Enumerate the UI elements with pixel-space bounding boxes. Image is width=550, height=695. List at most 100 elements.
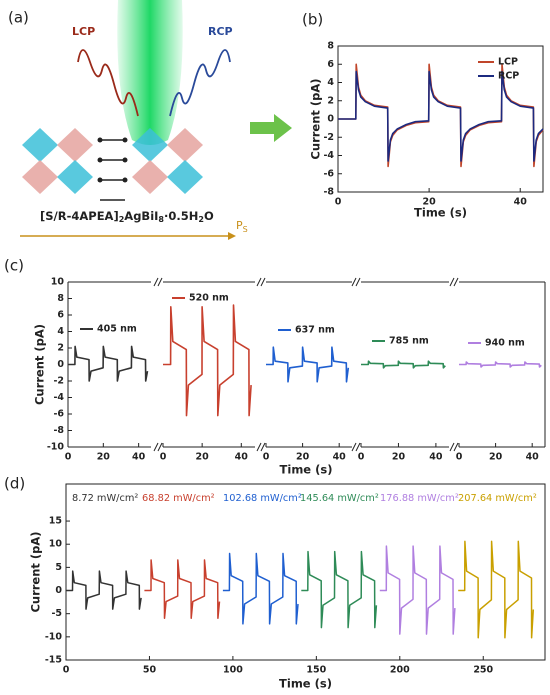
legend-label: LCP: [498, 57, 518, 68]
x-tick-label: 20: [97, 452, 111, 463]
plot-frame: [337, 45, 544, 193]
y-axis-label: Current (pA): [309, 78, 323, 159]
x-tick-label: 40: [526, 452, 540, 463]
legend-label: 176.88 mW/cm²: [380, 493, 459, 504]
x-tick-label: 100: [223, 665, 243, 676]
formula-part: [S/R-4APEA]: [40, 209, 119, 223]
legend-label: 102.68 mW/cm²: [223, 493, 302, 504]
legend-label: 405 nm: [97, 324, 137, 335]
x-tick-label: 40: [333, 452, 347, 463]
x-axis-label: Time (s): [279, 677, 332, 691]
y-tick-label: 8: [327, 41, 334, 52]
y-tick-label: -4: [323, 150, 334, 161]
arrow-head: [228, 232, 236, 240]
lcp-label: LCP: [72, 25, 95, 38]
legend-label: 520 nm: [189, 293, 229, 304]
rcp-label: RCP: [208, 25, 233, 38]
formula-sub: 2: [198, 215, 204, 224]
y-tick-label: 0: [57, 359, 64, 370]
axis-break: [351, 277, 357, 287]
x-tick-label: 0: [160, 452, 167, 463]
formula-part: AgBiI: [124, 209, 158, 223]
y-tick-label: -5: [51, 608, 62, 619]
formula: [S/R-4APEA]2AgBiI8·0.5H2O: [40, 209, 214, 224]
axis-break: [355, 277, 361, 287]
y-tick-label: -8: [323, 187, 334, 198]
axis-break: [449, 277, 455, 287]
y-tick-label: -15: [45, 655, 62, 666]
formula-sub: 2: [119, 215, 125, 224]
y-tick-label: -6: [323, 168, 334, 179]
x-axis-label: Time (s): [280, 463, 333, 477]
legend-label: 145.64 mW/cm²: [300, 493, 379, 504]
ps-sub: S: [243, 225, 248, 234]
rcp-wave: [169, 49, 231, 117]
formula-sub: 8: [158, 215, 164, 224]
axis-break: [256, 442, 262, 452]
data-line: [379, 545, 456, 635]
axis-break: [153, 277, 159, 287]
panel-label: (c): [4, 257, 24, 275]
x-tick-label: 40: [132, 452, 146, 463]
axis-break: [256, 277, 262, 287]
y-tick-label: 15: [49, 516, 62, 527]
y-tick-label: -2: [53, 376, 64, 387]
axis-break: [157, 277, 163, 287]
light-beam: [117, 0, 183, 145]
data-line: [266, 346, 350, 383]
x-tick-label: 20: [296, 452, 310, 463]
panel-a: (a) LCP RCP [S/R-4APEA]2AgBiI8·0.5H2O PS: [8, 0, 292, 240]
x-tick-label: 0: [263, 452, 270, 463]
data-line: [66, 570, 142, 610]
y-tick-label: 2: [327, 95, 334, 106]
data-line: [458, 540, 535, 639]
y-tick-label: -8: [53, 425, 64, 436]
y-tick-label: 4: [57, 326, 64, 337]
axis-break: [260, 277, 266, 287]
x-tick-label: 40: [514, 197, 528, 208]
data-line: [68, 345, 149, 382]
x-tick-label: 20: [489, 452, 503, 463]
data-line: [144, 559, 221, 620]
axis-break: [260, 442, 266, 452]
y-tick-label: 6: [57, 310, 64, 321]
y-tick-label: 4: [327, 77, 334, 88]
y-tick-label: 2: [57, 343, 64, 354]
formula-part: O: [204, 209, 214, 223]
polarization-label: PS: [236, 219, 248, 234]
legend-label: 940 nm: [485, 338, 525, 349]
legend-label: 68.82 mW/cm²: [142, 493, 215, 504]
x-tick-label: 40: [235, 452, 249, 463]
y-tick-label: -6: [53, 409, 64, 420]
y-tick-label: -2: [323, 132, 334, 143]
x-tick-label: 0: [456, 452, 463, 463]
data-line: [301, 550, 378, 629]
lcp-wave: [77, 49, 139, 117]
data-line: [222, 552, 299, 625]
x-tick-label: 0: [358, 452, 365, 463]
panel-label: (d): [4, 475, 25, 493]
y-tick-label: 0: [327, 114, 334, 125]
x-tick-label: 20: [422, 197, 436, 208]
y-tick-label: 0: [55, 585, 62, 596]
plot-frame: [65, 483, 546, 661]
crystal-structure: [22, 128, 203, 201]
legend-label: 8.72 mW/cm²: [72, 493, 138, 504]
legend-label: 637 nm: [295, 325, 335, 336]
y-tick-label: 10: [49, 539, 63, 550]
x-tick-label: 200: [390, 665, 410, 676]
panel-label: (a): [8, 9, 29, 27]
y-tick-label: 5: [55, 562, 62, 573]
axis-break: [453, 442, 459, 452]
x-tick-label: 150: [306, 665, 326, 676]
x-tick-label: 20: [196, 452, 210, 463]
y-tick-label: 8: [57, 293, 64, 304]
panel-label: (b): [302, 11, 323, 29]
x-tick-label: 0: [335, 197, 342, 208]
legend-label: 207.64 mW/cm²: [458, 493, 537, 504]
y-tick-label: 6: [327, 59, 334, 70]
axis-break: [351, 442, 357, 452]
axis-break: [449, 442, 455, 452]
